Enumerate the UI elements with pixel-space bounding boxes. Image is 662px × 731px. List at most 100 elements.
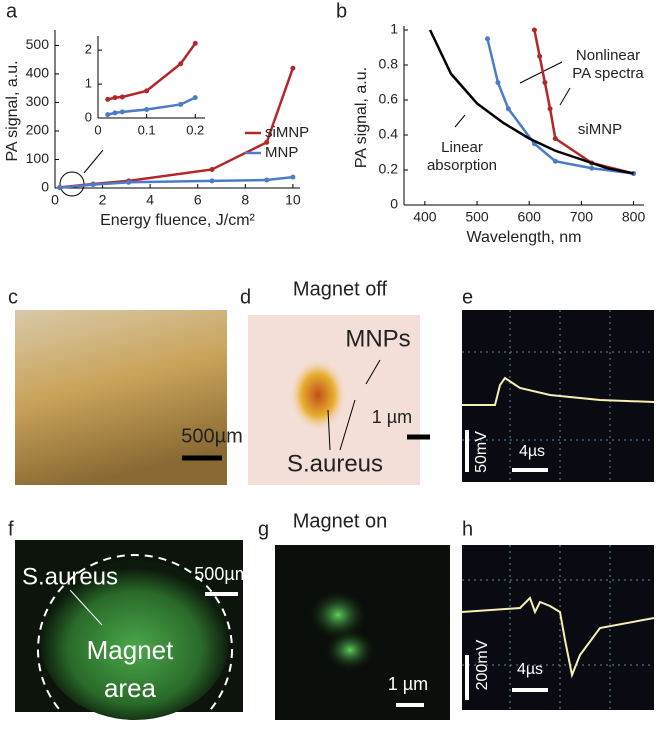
annotation: area (104, 673, 157, 703)
trace (462, 376, 655, 406)
y-tick-label: 1 (390, 21, 398, 37)
oscilloscope (462, 545, 654, 710)
point (192, 95, 198, 101)
point (112, 110, 118, 116)
scale-label: 1 µm (372, 407, 412, 427)
point (178, 101, 184, 107)
annotation: Magnet (87, 635, 174, 665)
point (209, 178, 215, 184)
pointer (365, 359, 381, 385)
x-axis-label: Energy fluence, J/cm² (100, 212, 255, 229)
x-tick-label: 2 (99, 192, 107, 208)
point (105, 96, 111, 102)
x-axis-label: Wavelength, nm (466, 229, 581, 246)
y-tick-label: 300 (26, 93, 50, 109)
x-tick-label: 500 (465, 209, 489, 225)
point (209, 166, 215, 172)
x-tick-label: 10 (285, 192, 301, 208)
scale-label: 4µs (517, 661, 543, 678)
y-tick-label: 0 (85, 109, 92, 124)
point (105, 112, 111, 118)
y-tick-label: 0 (41, 179, 49, 195)
pointer (519, 61, 563, 84)
annotation: absorption (427, 157, 497, 174)
point (90, 182, 96, 188)
point (119, 109, 125, 115)
x-tick-label: 0 (51, 192, 59, 208)
scale-label: 200mV (474, 639, 491, 690)
point (589, 165, 595, 171)
zoom-arrow (83, 149, 104, 174)
series-line (59, 175, 293, 189)
x-tick-label: 400 (413, 209, 437, 225)
point (484, 36, 490, 42)
series-line (428, 29, 634, 175)
scale-label: 1 µm (388, 674, 428, 694)
blob (290, 359, 346, 431)
point (57, 185, 63, 191)
panel-label: e (462, 286, 473, 308)
y-tick-label: 200 (26, 122, 50, 138)
annotation: Nonlinear (576, 47, 640, 64)
series-line (107, 42, 197, 101)
annotation: PA spectra (572, 65, 644, 82)
glow (310, 591, 366, 639)
annotation: S.aureus (287, 450, 383, 477)
panel-label: f (8, 518, 14, 540)
point (119, 94, 125, 100)
panel-label: h (462, 518, 473, 540)
point (144, 88, 150, 94)
scale-label: 500µm (194, 564, 249, 584)
point (537, 53, 543, 59)
pointer (69, 589, 103, 626)
y-tick-label: 500 (26, 36, 50, 52)
fluorescence (275, 545, 450, 720)
x-tick-label: 6 (194, 192, 202, 208)
panel-label: c (8, 286, 18, 308)
legend-label: siMNP (265, 124, 309, 141)
annotation: Linear (441, 139, 483, 156)
x-tick-label: 0 (94, 122, 101, 137)
glow (40, 560, 230, 720)
glow (326, 630, 374, 670)
y-tick-label: 0 (390, 196, 398, 212)
panel-label: d (240, 286, 251, 308)
panel-label: a (6, 0, 18, 22)
x-tick-label: 8 (241, 192, 249, 208)
point (531, 27, 537, 33)
panel-label: g (258, 518, 269, 540)
pointer (339, 399, 356, 451)
trace (461, 596, 655, 679)
pointer (454, 114, 466, 128)
panel-title: Magnet off (293, 278, 388, 300)
y-axis-label: PA signal, a.u. (4, 60, 21, 161)
x-tick-label: 0.2 (186, 122, 204, 137)
point (192, 40, 198, 46)
panel-label: b (336, 0, 347, 22)
y-tick-label: 100 (26, 150, 50, 166)
point (552, 136, 558, 141)
y-tick-label: 0.6 (379, 91, 399, 107)
y-axis-label: PA signal, a.u. (353, 67, 370, 168)
pointer (327, 409, 331, 451)
x-tick-label: 4 (146, 192, 154, 208)
point (290, 174, 296, 180)
point (542, 80, 548, 85)
point (290, 65, 296, 71)
y-tick-label: 0.2 (379, 161, 399, 177)
zoom-circle (59, 171, 85, 197)
point (264, 139, 270, 145)
point (144, 107, 150, 113)
magnet-outline (37, 554, 233, 731)
y-tick-label: 400 (26, 65, 50, 81)
point (552, 158, 558, 164)
point (495, 80, 501, 85)
point (112, 95, 118, 101)
pointer (559, 87, 571, 106)
legend-label: MNP (265, 144, 298, 161)
annotation: MNPs (345, 325, 410, 352)
scale-label: 500µm (181, 425, 243, 447)
panel-title: Magnet on (293, 510, 388, 532)
point (505, 106, 511, 112)
